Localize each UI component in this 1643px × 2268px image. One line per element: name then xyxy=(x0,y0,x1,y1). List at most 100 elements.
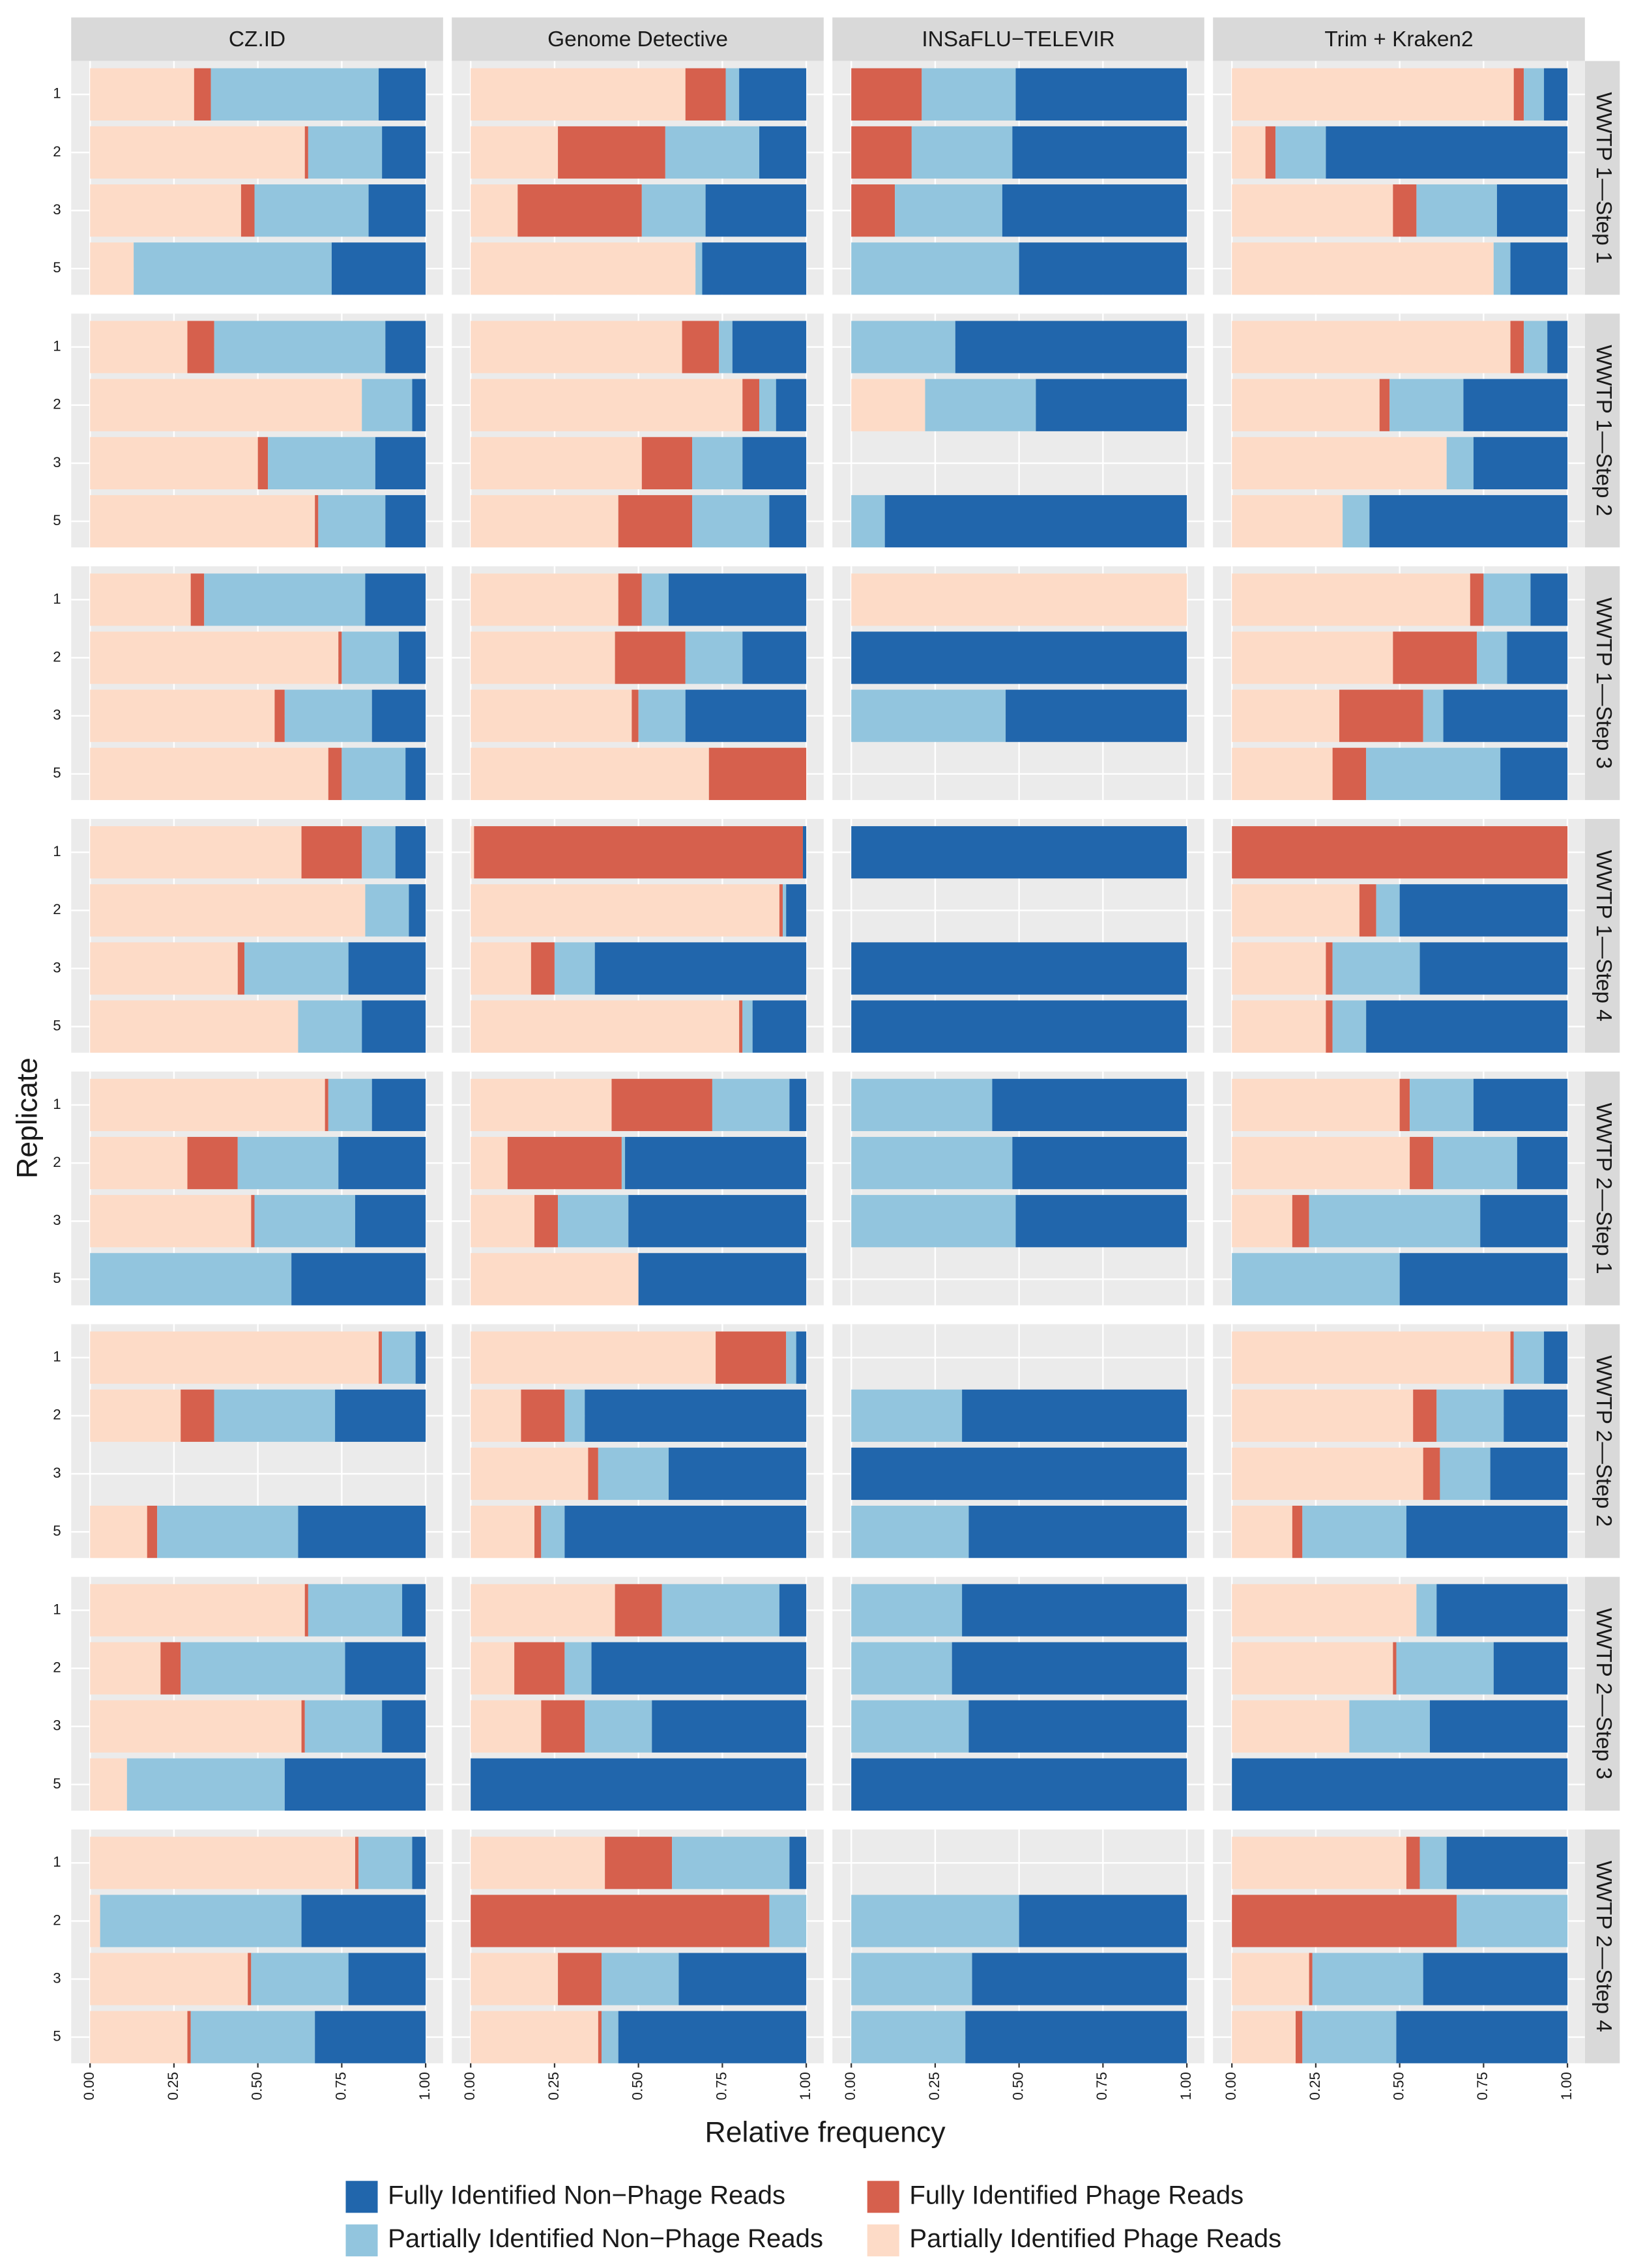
bar-segment xyxy=(641,184,706,237)
bar-segment xyxy=(1406,1506,1568,1558)
bar-segment xyxy=(471,1758,807,1811)
bar-segment xyxy=(1359,884,1376,937)
bar-segment xyxy=(1436,1389,1504,1442)
bar-segment xyxy=(298,1000,362,1053)
y-tick-label: 2 xyxy=(53,1407,61,1423)
bar-segment xyxy=(558,1953,602,2005)
bar-segment xyxy=(338,1136,426,1190)
y-tick-label: 3 xyxy=(53,1970,61,1986)
bar-segment xyxy=(1232,1078,1400,1132)
bar-segment xyxy=(90,631,339,684)
bar-segment xyxy=(301,1895,426,1947)
x-tick-label: 1.00 xyxy=(1178,2072,1194,2100)
bar-segment xyxy=(611,1078,712,1132)
bar-segment xyxy=(851,689,1006,742)
y-tick-label: 5 xyxy=(53,765,61,781)
bar-segment xyxy=(471,68,686,121)
bar-segment xyxy=(1507,631,1568,684)
bar-segment xyxy=(1232,1758,1568,1811)
bar-segment xyxy=(90,126,305,179)
bar-segment xyxy=(1232,1253,1400,1306)
column-strip xyxy=(832,17,1204,61)
bar-segment xyxy=(507,1136,622,1190)
bar-segment xyxy=(925,379,1036,431)
bar-segment xyxy=(1369,495,1568,548)
x-tick-label: 0.50 xyxy=(249,2072,265,2100)
y-tick-label: 2 xyxy=(53,1154,61,1170)
bar-segment xyxy=(1232,1331,1511,1384)
bar-segment xyxy=(851,379,925,431)
bar-segment xyxy=(1232,747,1333,800)
bar-segment xyxy=(712,1078,790,1132)
bar-segment xyxy=(1393,631,1477,684)
bar-segment xyxy=(789,1078,807,1132)
bar-segment xyxy=(90,942,238,995)
bar-segment xyxy=(90,1837,355,1889)
bar-segment xyxy=(90,1331,379,1384)
bar-segment xyxy=(598,2011,602,2063)
y-tick-label: 5 xyxy=(53,512,61,528)
bar-segment xyxy=(851,1642,952,1695)
bar-segment xyxy=(90,1895,100,1947)
bar-segment xyxy=(779,1584,807,1637)
bar-segment xyxy=(662,1584,779,1637)
bar-segment xyxy=(471,1837,605,1889)
bar-segment xyxy=(911,126,1013,179)
bar-segment xyxy=(1012,126,1187,179)
column-label: CZ.ID xyxy=(229,27,285,51)
bar-segment xyxy=(1036,379,1187,431)
bar-segment xyxy=(1015,68,1187,121)
bar-segment xyxy=(284,689,372,742)
bar-segment xyxy=(1480,1195,1568,1248)
bar-segment xyxy=(672,1837,790,1889)
bar-segment xyxy=(240,184,255,237)
bar-segment xyxy=(742,1000,753,1053)
bar-segment xyxy=(382,1331,416,1384)
bar-segment xyxy=(1419,942,1568,995)
bar-segment xyxy=(1232,1389,1414,1442)
bar-segment xyxy=(1510,1331,1514,1384)
y-tick-label: 3 xyxy=(53,454,61,470)
bar-segment xyxy=(1524,68,1545,121)
y-tick-label: 1 xyxy=(53,590,61,607)
bar-segment xyxy=(254,1195,355,1248)
bar-segment xyxy=(1326,942,1333,995)
bar-segment xyxy=(90,184,241,237)
bar-segment xyxy=(471,1447,589,1500)
bar-segment xyxy=(1326,1000,1333,1053)
bar-segment xyxy=(692,495,770,548)
bar-segment xyxy=(251,1953,349,2005)
bar-segment xyxy=(471,2011,598,2063)
row-label: WWTP 2—Step 2 xyxy=(1592,1355,1616,1527)
y-tick-label: 1 xyxy=(53,1096,61,1112)
bar-segment xyxy=(1413,1389,1437,1442)
y-tick-label: 1 xyxy=(53,1349,61,1365)
bar-segment xyxy=(851,1000,1187,1053)
row-label: WWTP 1—Step 1 xyxy=(1592,92,1616,263)
bar-segment xyxy=(1232,1837,1406,1889)
bar-segment xyxy=(1265,126,1276,179)
bar-segment xyxy=(90,1000,298,1053)
bar-segment xyxy=(385,495,426,548)
x-tick-label: 0.00 xyxy=(81,2072,97,2100)
bar-segment xyxy=(1399,1078,1410,1132)
bar-segment xyxy=(668,1447,807,1500)
bar-segment xyxy=(90,1584,305,1637)
bar-segment xyxy=(318,495,386,548)
bar-segment xyxy=(1232,126,1266,179)
bar-segment xyxy=(471,884,779,937)
x-tick-label: 0.50 xyxy=(630,2072,646,2100)
y-tick-label: 2 xyxy=(53,1659,61,1675)
bar-segment xyxy=(1326,126,1568,179)
bar-segment xyxy=(371,1078,426,1132)
bar-segment xyxy=(851,942,1187,995)
bar-segment xyxy=(308,1584,403,1637)
bar-segment xyxy=(471,1506,535,1558)
bar-segment xyxy=(851,1895,1019,1947)
bar-segment xyxy=(1292,1195,1309,1248)
bar-segment xyxy=(315,495,319,548)
bar-segment xyxy=(471,1584,615,1637)
bar-segment xyxy=(90,826,302,879)
legend-swatch xyxy=(345,2224,378,2257)
bar-segment xyxy=(1530,573,1568,626)
